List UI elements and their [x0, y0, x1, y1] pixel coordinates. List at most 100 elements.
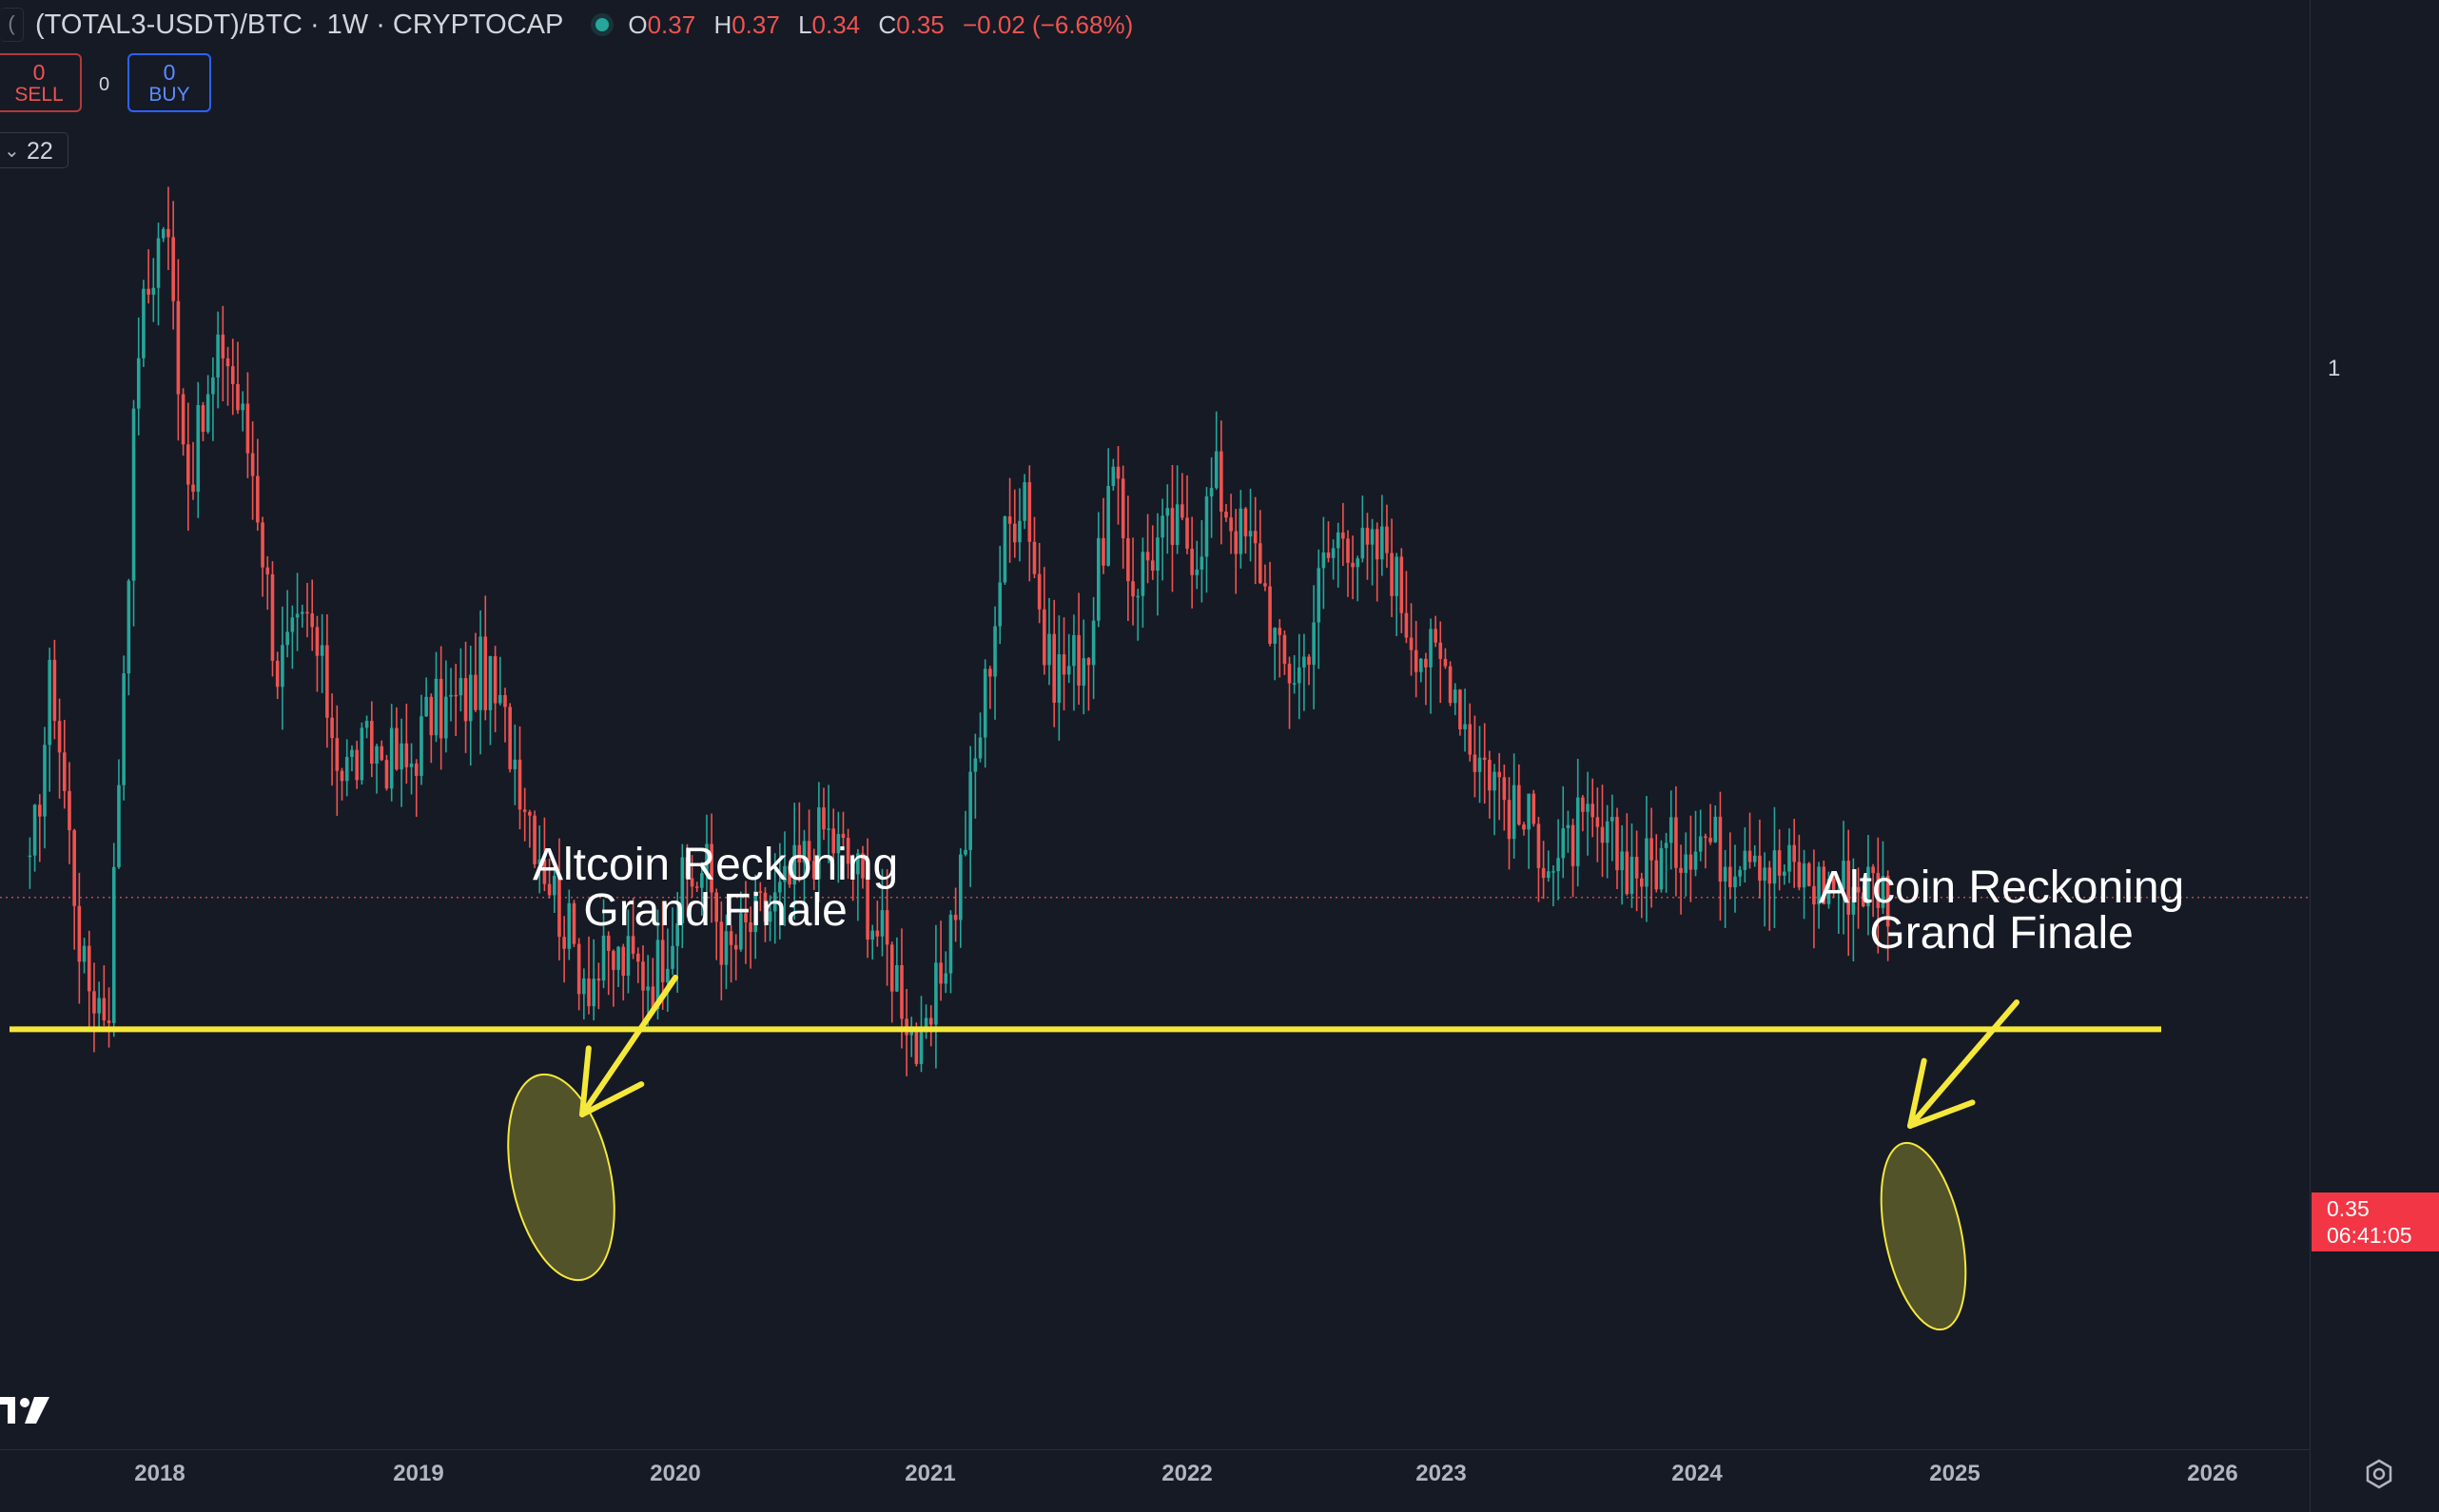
candle-body [389, 727, 394, 789]
buy-button[interactable]: 0 BUY [127, 53, 211, 112]
candle-body [660, 940, 665, 982]
candle-body [1214, 451, 1219, 489]
candle-body [1747, 850, 1752, 863]
candle-body [1679, 867, 1683, 873]
collapse-legend-icon[interactable]: ( [0, 8, 24, 42]
candle-body [295, 613, 300, 618]
candle-body [567, 902, 572, 949]
candle-body [1082, 658, 1086, 687]
candle-body [439, 678, 443, 739]
candle-body [1649, 838, 1653, 861]
candle-body [1175, 504, 1180, 546]
candle-body [1482, 757, 1487, 760]
candle-body [335, 738, 340, 771]
candle-body [28, 855, 32, 858]
candle-body [646, 986, 650, 991]
candle-body [562, 937, 566, 949]
candle-body [493, 656, 498, 704]
symbol-title[interactable]: (TOTAL3-USDT)/BTC · 1W · CRYPTOCAP [35, 9, 564, 40]
candle-body [1121, 478, 1125, 539]
candle-body [719, 921, 724, 965]
candle-body [1777, 850, 1782, 876]
candle-body [1156, 537, 1160, 572]
candle-body [191, 484, 195, 493]
spread-value: 0 [99, 74, 110, 95]
candle-body [1253, 531, 1258, 544]
candle-body [1278, 628, 1282, 635]
x-tick-label: 2018 [134, 1461, 185, 1486]
candle-body [513, 759, 517, 769]
candle-body [528, 811, 532, 816]
candle-body [641, 961, 645, 991]
candle-body [1292, 683, 1297, 685]
candle-body [671, 945, 674, 969]
sell-button[interactable]: 0 SELL [0, 53, 82, 112]
tradingview-logo[interactable] [0, 1393, 55, 1430]
candle-body [1106, 486, 1110, 566]
candle-body [1224, 512, 1228, 518]
candle-body [1822, 866, 1826, 904]
candle-body [1077, 634, 1081, 687]
x-tick-label: 2025 [1929, 1461, 1980, 1486]
candle-body [1161, 515, 1164, 538]
candle-body [1043, 609, 1046, 666]
candle-body [1321, 552, 1326, 569]
candle-body [355, 749, 359, 781]
candle-body [434, 678, 439, 736]
candle-body [1380, 526, 1384, 560]
candle-body [1517, 785, 1521, 825]
chevron-down-icon: ⌄ [4, 141, 20, 162]
close-label: C [878, 10, 897, 39]
candle-body [315, 627, 320, 656]
candle-body [1723, 866, 1727, 882]
candle-body [1062, 654, 1066, 675]
candle-body [988, 669, 992, 677]
candle-body [1772, 850, 1777, 884]
candle-body [841, 833, 846, 838]
candle-body [1704, 836, 1707, 839]
candle-body [1654, 860, 1659, 890]
candle-body [1812, 885, 1816, 905]
candle-body [797, 844, 802, 863]
candle-body [1200, 556, 1204, 570]
candle-body [1728, 866, 1732, 887]
candle-body [733, 944, 738, 950]
candle-body [1458, 689, 1462, 729]
candle-body [1507, 800, 1512, 840]
candle-body [875, 930, 880, 937]
candle-body [1708, 838, 1712, 843]
candle-body [928, 1018, 933, 1025]
candle-body [635, 953, 640, 962]
last-price-value: 0.35 [2327, 1196, 2370, 1221]
candle-body [1861, 892, 1865, 907]
candle-body [211, 377, 215, 395]
candle-body [68, 790, 71, 831]
candle-body [700, 873, 704, 888]
candle-body [310, 613, 315, 628]
candle-body [596, 979, 601, 981]
candle-body [1792, 844, 1796, 863]
candle-body [384, 760, 389, 789]
candle-body [270, 573, 275, 661]
candle-body [275, 660, 280, 688]
candle-body [92, 991, 96, 1014]
candle-body [1512, 785, 1516, 840]
candle-body [592, 979, 595, 1007]
indicators-toggle[interactable]: ⌄ 22 [0, 132, 68, 168]
candle-body [1282, 634, 1287, 664]
candle-body [1116, 466, 1121, 479]
candle-body [1674, 817, 1678, 868]
candle-body [107, 1020, 111, 1023]
candle-body [675, 922, 679, 946]
candle-body [429, 696, 434, 736]
candle-body [151, 287, 156, 295]
candle-body [1851, 886, 1856, 915]
gear-icon[interactable] [2363, 1458, 2395, 1495]
candle-body [1842, 861, 1845, 890]
candle-body [547, 883, 552, 896]
candle-body [1273, 628, 1277, 644]
high-value: 0.37 [732, 10, 780, 39]
candle-body [802, 841, 807, 863]
candle-body [1763, 867, 1766, 882]
